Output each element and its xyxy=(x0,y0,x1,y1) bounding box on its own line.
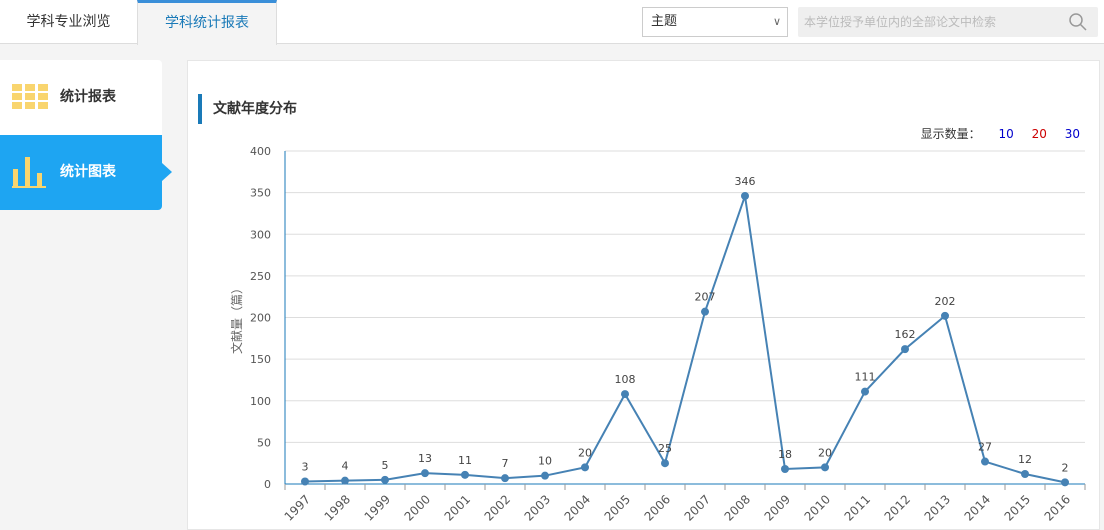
count-option-10[interactable]: 10 xyxy=(998,127,1014,141)
x-tick-label: 2016 xyxy=(1042,492,1073,523)
x-tick-label: 2006 xyxy=(642,492,673,523)
data-label: 27 xyxy=(978,441,992,454)
bar-chart-icon xyxy=(12,157,46,188)
data-label: 13 xyxy=(418,452,432,465)
y-tick-label: 400 xyxy=(250,145,271,158)
x-tick-label: 2013 xyxy=(922,492,953,523)
data-label: 7 xyxy=(502,457,509,470)
x-tick-label: 2007 xyxy=(682,492,713,523)
sidebar-item-stat-report[interactable]: 统计报表 xyxy=(0,60,162,135)
x-tick-label: 1997 xyxy=(282,492,313,523)
select-value: 主题 xyxy=(651,14,678,29)
data-point xyxy=(861,387,869,396)
display-count-label: 显示数量： xyxy=(920,127,981,141)
data-point xyxy=(301,477,309,486)
data-label: 11 xyxy=(458,454,472,467)
chevron-down-icon: ∨ xyxy=(772,15,781,28)
data-label: 12 xyxy=(1018,453,1032,466)
data-point xyxy=(941,311,949,320)
data-point xyxy=(461,470,469,479)
data-label: 5 xyxy=(382,459,389,472)
data-point xyxy=(341,476,349,485)
count-option-30[interactable]: 30 xyxy=(1064,127,1080,141)
x-tick-label: 2004 xyxy=(562,492,593,523)
panel-title: 文献年度分布 xyxy=(198,94,297,124)
sidebar: 统计报表 统计图表 xyxy=(0,60,172,210)
data-label: 2 xyxy=(1062,461,1069,474)
data-point xyxy=(661,459,669,468)
data-point xyxy=(541,471,549,480)
data-label: 25 xyxy=(658,442,672,455)
y-tick-label: 150 xyxy=(250,353,271,366)
x-tick-label: 2008 xyxy=(722,492,753,523)
top-bar: 学科专业浏览 学科统计报表 主题 ∨ 本学位授予单位内的全部论文中检索 xyxy=(0,0,1104,45)
x-tick-label: 2009 xyxy=(762,492,793,523)
data-label: 4 xyxy=(342,460,349,473)
display-count: 显示数量： 10 20 30 xyxy=(921,125,1080,142)
x-tick-label: 2015 xyxy=(1002,492,1033,523)
tab-subject-browse[interactable]: 学科专业浏览 xyxy=(26,14,111,30)
y-tick-label: 350 xyxy=(250,187,271,200)
sidebar-item-stat-chart[interactable]: 统计图表 xyxy=(0,135,172,210)
data-label: 111 xyxy=(855,371,876,384)
y-tick-label: 250 xyxy=(250,270,271,283)
x-tick-label: 1998 xyxy=(322,492,353,523)
data-label: 20 xyxy=(818,446,832,459)
x-tick-label: 2011 xyxy=(842,492,873,523)
y-tick-label: 50 xyxy=(257,436,271,449)
x-tick-label: 2014 xyxy=(962,492,993,523)
data-point xyxy=(381,475,389,484)
x-tick-label: 2005 xyxy=(602,492,633,523)
search-placeholder: 本学位授予单位内的全部论文中检索 xyxy=(804,15,997,29)
y-tick-label: 0 xyxy=(264,478,271,491)
y-axis-title: 文献量（篇） xyxy=(229,282,244,354)
data-label: 20 xyxy=(578,446,592,459)
y-tick-label: 200 xyxy=(250,312,271,325)
data-point xyxy=(1021,470,1029,479)
x-tick-label: 1999 xyxy=(362,492,393,523)
search-field-select[interactable]: 主题 ∨ xyxy=(642,7,788,37)
y-tick-label: 100 xyxy=(250,395,271,408)
data-point xyxy=(1061,478,1069,487)
x-tick-label: 2012 xyxy=(882,492,913,523)
series-line xyxy=(304,195,1066,484)
data-point xyxy=(981,457,989,466)
count-option-20[interactable]: 20 xyxy=(1031,127,1047,141)
data-point xyxy=(581,463,589,472)
data-label: 18 xyxy=(778,448,792,461)
data-point xyxy=(501,474,509,483)
x-tick-label: 2000 xyxy=(402,492,433,523)
sidebar-item-label: 统计报表 xyxy=(60,89,116,105)
data-point xyxy=(621,390,629,399)
search-input[interactable]: 本学位授予单位内的全部论文中检索 xyxy=(798,7,1098,37)
data-label: 10 xyxy=(538,455,552,468)
x-tick-label: 2001 xyxy=(442,492,473,523)
sidebar-item-label: 统计图表 xyxy=(60,164,116,180)
data-label: 207 xyxy=(695,291,716,304)
data-label: 108 xyxy=(615,373,636,386)
x-tick-label: 2002 xyxy=(482,492,513,523)
data-label: 202 xyxy=(935,295,956,308)
x-tick-label: 2003 xyxy=(522,492,553,523)
data-point xyxy=(821,463,829,472)
data-label: 3 xyxy=(302,461,309,474)
chart-panel xyxy=(187,60,1100,530)
data-label: 162 xyxy=(895,328,916,341)
data-point xyxy=(701,307,709,316)
data-label: 346 xyxy=(735,175,756,188)
data-point xyxy=(741,191,749,200)
tab-subject-statistics[interactable]: 学科统计报表 xyxy=(137,0,277,45)
data-point xyxy=(421,469,429,478)
data-point xyxy=(781,465,789,474)
x-tick-label: 2010 xyxy=(802,492,833,523)
y-tick-label: 300 xyxy=(250,228,271,241)
grid-icon xyxy=(12,84,48,109)
search-icon[interactable] xyxy=(1068,12,1088,32)
data-point xyxy=(901,345,909,354)
